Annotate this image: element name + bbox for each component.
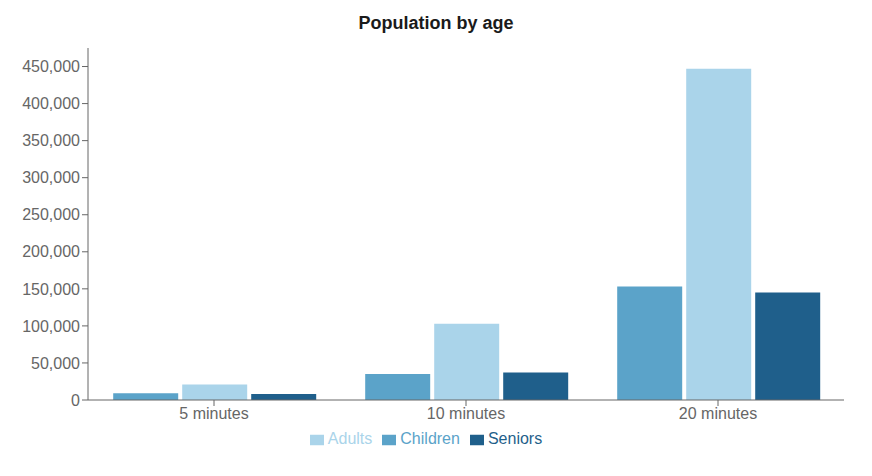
svg-text:100,000: 100,000 — [22, 318, 80, 335]
html-text:Population by age: Population by age — [358, 13, 514, 33]
html-text:Children: Children — [400, 430, 460, 447]
svg-text:300,000: 300,000 — [22, 169, 80, 186]
svg-text:150,000: 150,000 — [22, 281, 80, 298]
svg-text:0: 0 — [71, 392, 80, 409]
svg-text:450,000: 450,000 — [22, 58, 80, 75]
svg-text:400,000: 400,000 — [22, 95, 80, 112]
svg-text:350,000: 350,000 — [22, 132, 80, 149]
svg-text:50,000: 50,000 — [31, 355, 80, 372]
svg-text:5 minutes: 5 minutes — [179, 405, 248, 422]
svg-text:20 minutes: 20 minutes — [679, 405, 757, 422]
svg-text:200,000: 200,000 — [22, 243, 80, 260]
html-text:Seniors: Seniors — [487, 430, 543, 447]
svg-text:250,000: 250,000 — [22, 206, 80, 223]
svg-text:10 minutes: 10 minutes — [427, 405, 505, 422]
html-text:Adults: Adults — [327, 430, 373, 447]
